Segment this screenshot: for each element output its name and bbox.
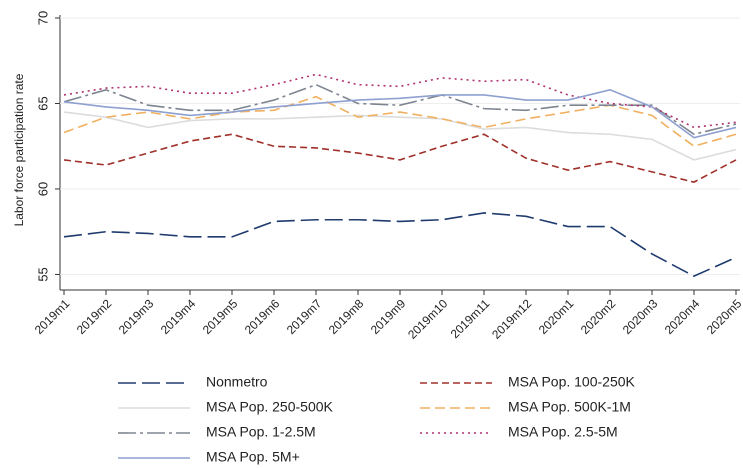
x-tick-label: 2019m6 xyxy=(242,296,283,337)
legend-label: MSA Pop. 2.5-5M xyxy=(508,424,618,440)
series-line xyxy=(63,88,737,139)
x-tick-label: 2019m12 xyxy=(489,296,535,342)
series-line xyxy=(63,111,737,161)
x-tick-label: 2019m8 xyxy=(326,296,367,337)
y-axis-label: Labor force participation rate xyxy=(12,73,26,226)
x-tick-label: 2019m3 xyxy=(116,296,157,337)
series-line xyxy=(63,133,737,183)
series-line xyxy=(63,212,737,278)
legend-label: MSA Pop. 100-250K xyxy=(508,374,636,390)
x-tick-label: 2020m1 xyxy=(536,296,577,337)
legend-label: Nonmetro xyxy=(206,374,268,390)
x-tick-label: 2020m2 xyxy=(578,296,619,337)
x-tick-label: 2020m4 xyxy=(662,296,703,337)
x-tick-label: 2019m9 xyxy=(368,296,409,337)
y-tick-label: 60 xyxy=(35,182,50,196)
legend-label: MSA Pop. 1-2.5M xyxy=(206,424,316,440)
x-tick-label: 2019m1 xyxy=(32,296,73,337)
x-tick-label: 2019m5 xyxy=(200,296,241,337)
y-tick-label: 70 xyxy=(35,11,50,25)
series-line xyxy=(63,83,737,136)
y-tick-label: 65 xyxy=(35,96,50,110)
x-tick-label: 2019m7 xyxy=(284,296,325,337)
x-tick-label: 2019m2 xyxy=(74,296,115,337)
legend-label: MSA Pop. 250-500K xyxy=(206,399,334,415)
series-line xyxy=(63,95,737,148)
x-tick-label: 2020m3 xyxy=(620,296,661,337)
y-tick-label: 55 xyxy=(35,267,50,281)
x-tick-label: 2019m11 xyxy=(448,296,493,341)
x-tick-label: 2020m5 xyxy=(704,296,743,337)
legend-label: MSA Pop. 500K-1M xyxy=(508,399,631,415)
x-tick-label: 2019m4 xyxy=(158,296,199,337)
legend-label: MSA Pop. 5M+ xyxy=(206,449,300,465)
x-tick-label: 2019m10 xyxy=(405,296,451,342)
